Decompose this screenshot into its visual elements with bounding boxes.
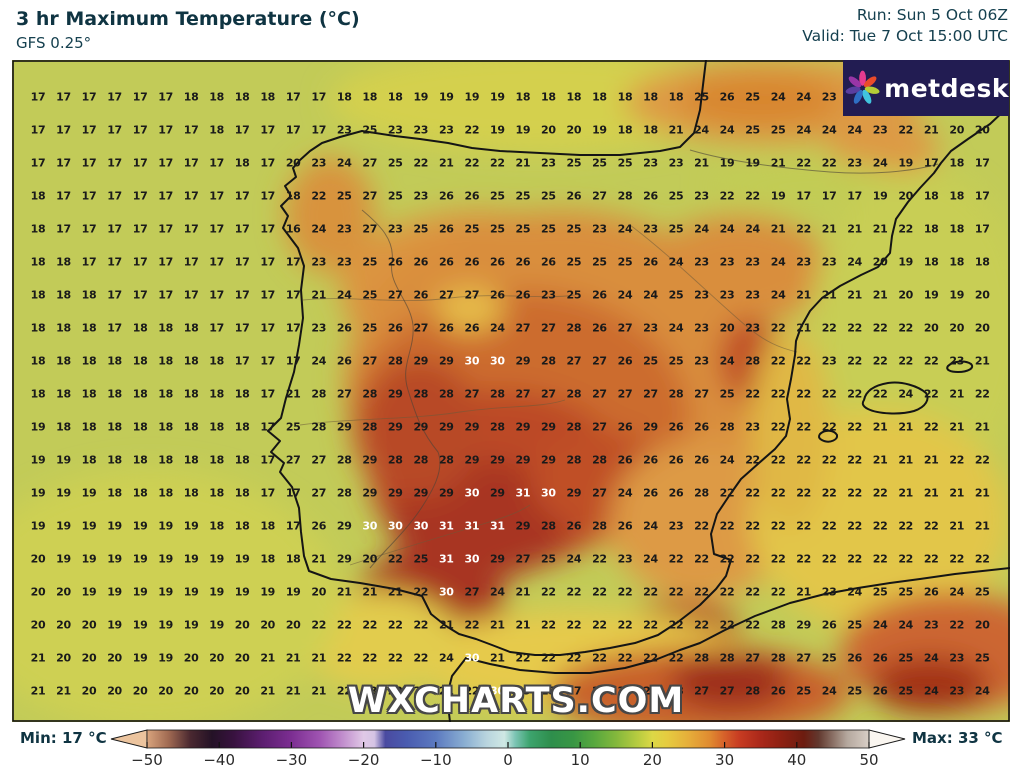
temperature-field	[12, 60, 1010, 722]
metdesk-logo-text: metdesk	[884, 73, 1009, 103]
menorca-island	[946, 360, 974, 373]
valid-time: Valid: Tue 7 Oct 15:00 UTC	[802, 27, 1008, 45]
metdesk-asterisk-icon	[845, 70, 880, 104]
coastline	[267, 60, 1010, 722]
max-label: Max: 33 °C	[912, 729, 1003, 747]
colorbar-tick-label: −40	[203, 751, 236, 769]
colorbar	[110, 729, 906, 749]
colorbar-tick-label: 10	[570, 751, 590, 769]
run-time: Run: Sun 5 Oct 06Z	[856, 6, 1008, 24]
ibiza-island	[818, 429, 839, 443]
colorbar-tick-label: 40	[787, 751, 807, 769]
mallorca-island	[861, 381, 929, 415]
colorbar-tick-label: −50	[131, 751, 163, 769]
colorbar-ticks	[146, 742, 870, 748]
colorbar-left-arrow	[110, 729, 148, 749]
metdesk-logo: metdesk	[843, 60, 1009, 116]
colorbar-tick-label: 30	[715, 751, 735, 769]
model-subtitle: GFS 0.25°	[16, 34, 92, 52]
colorbar-tick-label: 0	[503, 751, 513, 769]
page-title: 3 hr Maximum Temperature (°C)	[16, 8, 360, 30]
colorbar-tick-label: −30	[275, 751, 308, 769]
colorbar-right-arrow	[868, 729, 906, 749]
country-borders	[361, 149, 939, 569]
map-border	[12, 60, 1010, 722]
colorbar-tick-label: −20	[347, 751, 380, 769]
weather-map	[12, 60, 1010, 722]
colorbar-tick-label: −10	[419, 751, 452, 769]
watermark: WXCHARTS.COM	[347, 681, 685, 721]
colorbar-tick-label: 20	[642, 751, 662, 769]
colorbar-tick-label: 50	[859, 751, 879, 769]
min-label: Min: 17 °C	[20, 729, 107, 747]
